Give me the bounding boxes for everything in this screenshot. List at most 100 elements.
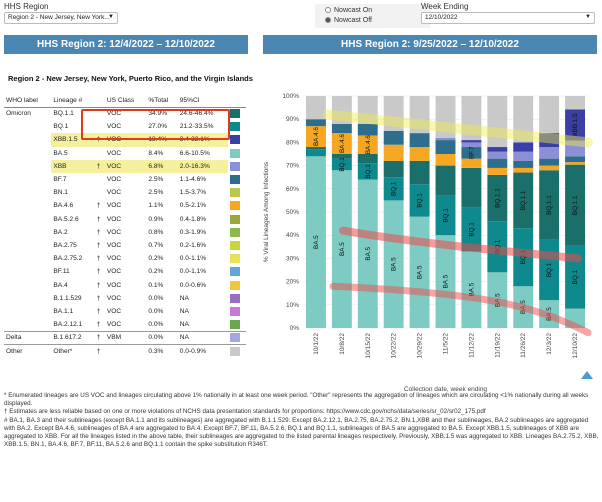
color-swatch [229, 135, 240, 145]
mark-cell: † [96, 241, 101, 249]
bar-segment [513, 160, 534, 168]
bar-segment [409, 147, 430, 161]
class-cell: VOC [106, 123, 122, 131]
x-tick-label: 12/10/22 [572, 333, 579, 359]
class-cell: VOC [106, 307, 122, 315]
bar-segment [357, 96, 378, 124]
pct-cell: 2.5% [148, 176, 164, 184]
bar-segment [331, 96, 352, 124]
who-cell [4, 147, 51, 160]
bar-segment [435, 96, 456, 138]
y-tick-label: 80% [286, 139, 299, 146]
bar-label: BA.5 [339, 242, 346, 256]
x-tick-label: 11/12/22 [468, 333, 475, 358]
class-cell: VOC [106, 149, 122, 157]
bar-label: BA.5 [417, 265, 424, 279]
y-tick-label: 0% [290, 325, 300, 332]
chevron-down-icon: ▼ [585, 14, 591, 20]
table-row: Omicron BQ.1.1 VOC 34.9% 24.6-46.4% [4, 107, 246, 120]
table-row: BA.2.12.1 † VOC 0.0% NA [4, 318, 246, 331]
bar-segment [565, 156, 585, 163]
bar-segment [306, 126, 326, 148]
x-tick-label: 11/26/22 [520, 333, 527, 358]
class-cell: VOC [106, 320, 122, 328]
header-lineage: Lineage # [51, 95, 95, 108]
x-tick-label: 10/15/22 [365, 333, 372, 359]
color-swatch [229, 227, 240, 237]
x-tick-label: 10/1/22 [313, 333, 320, 355]
nowcast-on-radio[interactable]: Nowcast On [325, 7, 372, 14]
pct-cell: 8.4% [148, 149, 164, 157]
bar-segment [539, 147, 560, 159]
bar-segment [435, 154, 456, 166]
color-swatch-cell [228, 278, 247, 291]
stacked-bar-chart: 0% 10% 20% 30% 40% 50% 60% 70% 80% 90% 100% BA.5 BA.… [263, 93, 593, 393]
class-cell: VOC [106, 189, 122, 197]
bar-label: BQ.1 [417, 193, 424, 208]
bar-label: BQ.1 [546, 262, 553, 277]
bar-segment [383, 130, 404, 145]
who-cell [4, 133, 51, 146]
color-swatch-cell [228, 265, 247, 278]
ci-cell: NA [179, 307, 189, 315]
y-tick-label: 70% [286, 163, 299, 170]
region-select[interactable]: Region 2 - New Jersey, New York... ▼ [4, 12, 118, 24]
x-tick-label: 10/29/22 [417, 333, 424, 359]
lineage-cell: BA.2.12.1 [53, 320, 83, 328]
pct-cell: 0.0% [146, 330, 178, 345]
class-cell: VOC [106, 241, 122, 249]
table-row: BA.2.75 † VOC 0.7% 0.2-1.6% [4, 239, 246, 252]
color-swatch-cell [228, 239, 247, 252]
bar-segment [461, 167, 482, 208]
filter-bar: HHS Region Region 2 - New Jersey, New Yo… [0, 0, 602, 30]
annotation-stroke [329, 282, 592, 337]
header-pct: %Total [146, 95, 178, 108]
color-swatch-cell [228, 305, 247, 318]
mark-cell: † [96, 202, 101, 210]
x-axis-label: Collection date, week ending [404, 386, 487, 393]
bar-segment [435, 195, 456, 236]
bar-segment [331, 158, 352, 171]
who-cell [4, 239, 51, 252]
y-tick-label: 10% [286, 302, 299, 309]
who-cell [4, 318, 51, 331]
bar-segment [409, 160, 430, 185]
ci-cell: 0.0-1.1% [179, 268, 207, 276]
mark-cell: † [94, 159, 105, 173]
bar-segment [565, 96, 585, 110]
bar-segment [357, 154, 378, 164]
color-swatch-cell [228, 318, 247, 331]
annotation-stroke [323, 109, 593, 148]
ci-cell: 6.6-10.5% [179, 149, 210, 157]
color-swatch-cell [227, 330, 246, 345]
highlight-box [81, 109, 230, 140]
class-cell: VOC [106, 110, 122, 118]
bar-segment [565, 140, 585, 157]
y-tick-label: 50% [286, 209, 299, 216]
table-row: BF.7 VOC 2.5% 1.1-4.6% [4, 173, 246, 186]
scroll-up-icon[interactable] [581, 371, 593, 379]
bar-label: BQ.1.1 [520, 190, 527, 210]
mark-cell: † [96, 215, 101, 223]
ci-cell: 0.0-0.6% [179, 281, 207, 289]
lineage-cell: BF.11 [53, 268, 70, 276]
color-swatch [229, 280, 240, 290]
bar-segment [513, 142, 534, 152]
table-row: BA.1.1 † VOC 0.0% NA [4, 305, 246, 318]
radio-checked-icon [325, 17, 331, 23]
nowcast-toggle: Nowcast On Nowcast Off [315, 4, 430, 28]
mark-cell: † [96, 320, 101, 328]
right-panel-title: HHS Region 2: 9/25/2022 – 12/10/2022 [263, 35, 597, 54]
class-cell: VOC [104, 159, 147, 173]
bar-segment [461, 158, 482, 168]
week-select[interactable]: 12/10/2022 ▼ [421, 12, 595, 24]
bar-segment [487, 167, 508, 175]
lineage-cell: BA.2 [53, 228, 68, 236]
who-cell [4, 226, 51, 239]
ci-cell: 21.2-33.5% [179, 123, 214, 131]
nowcast-off-radio[interactable]: Nowcast Off [325, 17, 372, 24]
color-swatch-cell [228, 213, 247, 226]
bar-segment [513, 167, 534, 173]
bar-segment [487, 96, 508, 148]
pct-cell: 34.9% [148, 110, 168, 118]
